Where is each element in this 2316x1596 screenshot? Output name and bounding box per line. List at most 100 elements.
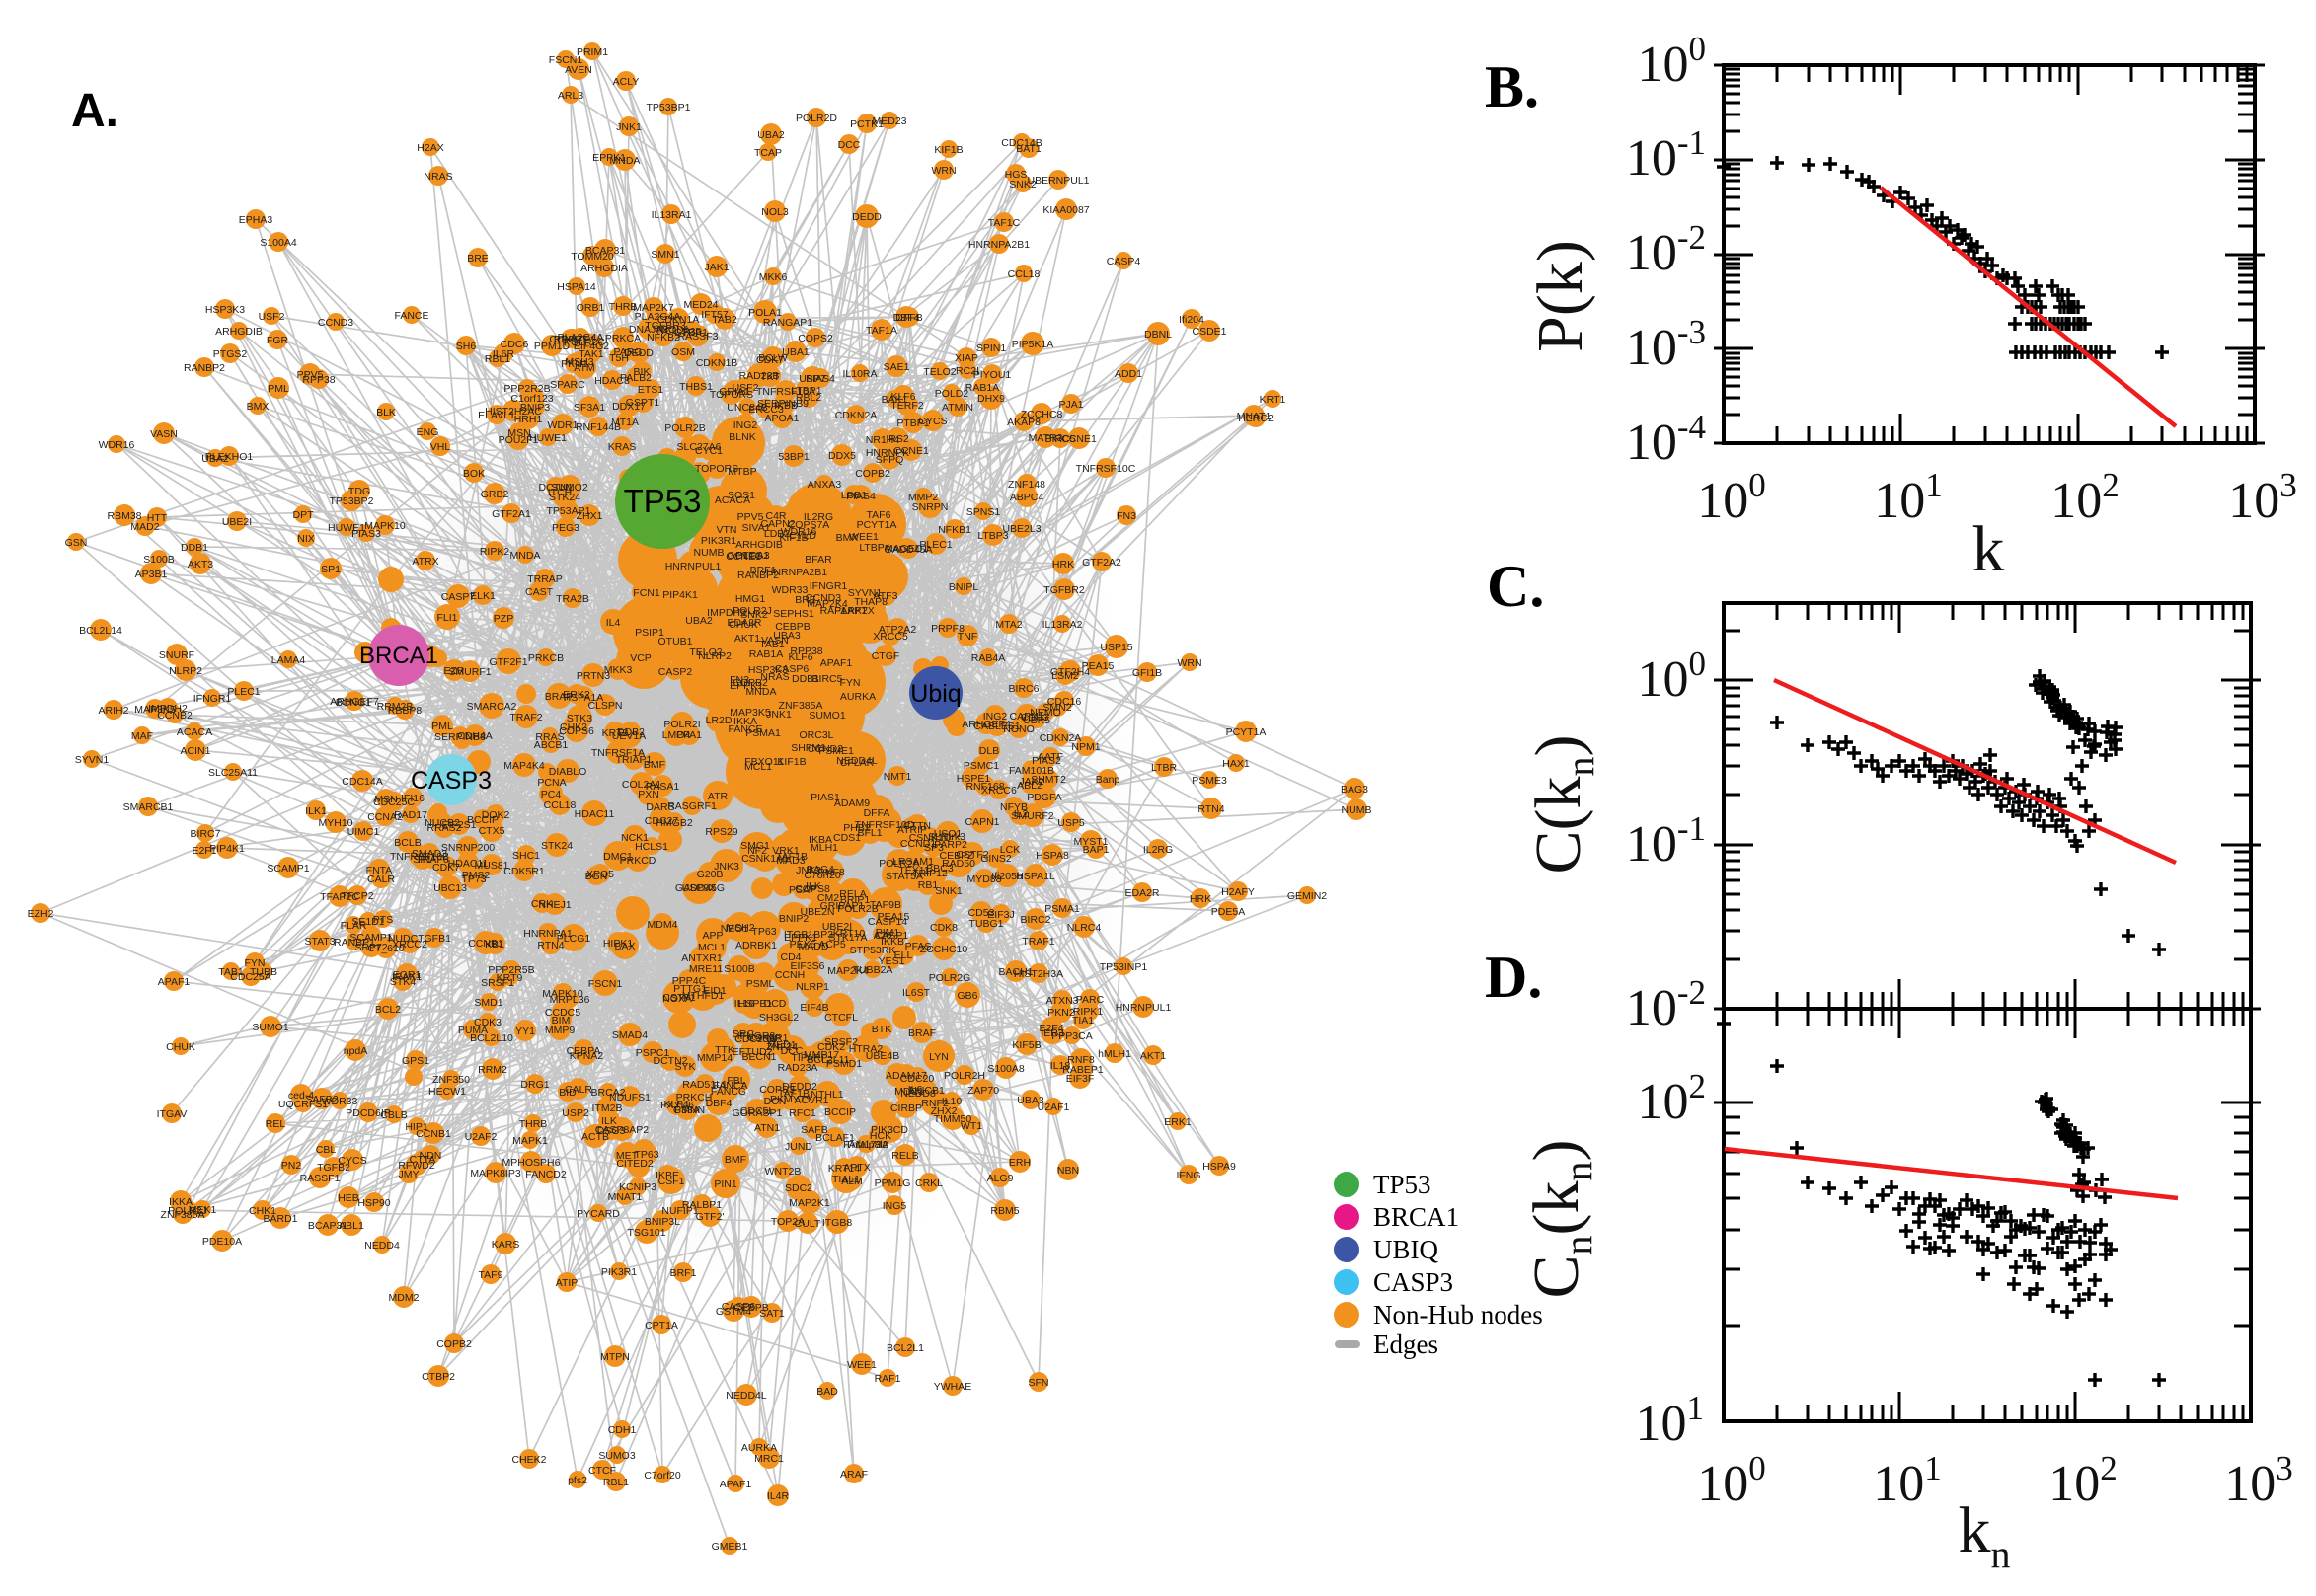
svg-text:GSN: GSN — [65, 537, 88, 549]
svg-text:TAF1A: TAF1A — [866, 325, 897, 337]
svg-text:ORC3L: ORC3L — [799, 729, 833, 741]
svg-text:ERK2: ERK2 — [563, 689, 590, 701]
svg-text:TIMM50: TIMM50 — [934, 1113, 972, 1125]
svg-text:MAP3K5: MAP3K5 — [134, 704, 176, 716]
svg-text:pfs2: pfs2 — [568, 1475, 587, 1486]
svg-text:CDK2: CDK2 — [817, 1041, 845, 1053]
svg-text:TRAF2: TRAF2 — [509, 712, 542, 723]
svg-text:HSPA9: HSPA9 — [1202, 1161, 1236, 1173]
svg-text:TTK: TTK — [715, 1044, 734, 1056]
svg-text:MTPN: MTPN — [600, 1351, 630, 1363]
svg-text:ACVR1: ACVR1 — [794, 1095, 828, 1106]
svg-text:CDKN1A: CDKN1A — [657, 314, 700, 326]
svg-text:PRKCH: PRKCH — [676, 1092, 713, 1103]
svg-text:NLRP2: NLRP2 — [698, 650, 732, 662]
svg-text:KRT1: KRT1 — [1260, 394, 1286, 406]
svg-text:CSNK1A1: CSNK1A1 — [741, 853, 789, 865]
svg-text:COPB2: COPB2 — [733, 677, 768, 689]
svg-text:ACACA: ACACA — [177, 726, 212, 738]
svg-text:SEPHS1: SEPHS1 — [773, 608, 814, 620]
svg-text:CASP4: CASP4 — [1107, 256, 1141, 267]
svg-text:OTUB1: OTUB1 — [657, 636, 692, 647]
svg-text:IL10: IL10 — [942, 1096, 963, 1107]
svg-text:PPP3CA: PPP3CA — [1051, 1030, 1092, 1042]
svg-text:EDA2R: EDA2R — [727, 617, 761, 629]
svg-text:PIAS1: PIAS1 — [811, 792, 840, 803]
svg-text:POLA1: POLA1 — [748, 307, 782, 319]
svg-text:VHL: VHL — [430, 441, 451, 453]
svg-text:TSG101: TSG101 — [627, 1227, 665, 1239]
svg-text:PIAS4: PIAS4 — [846, 491, 876, 502]
svg-text:TP53INP1: TP53INP1 — [1100, 961, 1148, 973]
svg-text:CDKN1B: CDKN1B — [696, 357, 738, 369]
svg-text:BOK: BOK — [463, 468, 485, 480]
svg-text:NEDD4L: NEDD4L — [726, 1390, 767, 1402]
svg-text:PRIM1: PRIM1 — [577, 46, 608, 58]
svg-text:RB1: RB1 — [918, 879, 939, 891]
svg-text:PRTN3: PRTN3 — [577, 670, 610, 682]
svg-text:MAP2K7: MAP2K7 — [633, 302, 674, 314]
svg-text:KRT10: KRT10 — [833, 928, 866, 940]
svg-text:DLB: DLB — [979, 745, 999, 757]
svg-text:RC2I: RC2I — [956, 365, 979, 377]
svg-text:AP3B1: AP3B1 — [135, 569, 168, 580]
svg-text:C.: C. — [1487, 554, 1544, 619]
svg-text:FBXO11: FBXO11 — [744, 756, 784, 768]
svg-text:KRT2: KRT2 — [602, 727, 629, 739]
svg-text:NPM1: NPM1 — [1071, 741, 1100, 753]
svg-text:LTBP1: LTBP1 — [791, 385, 821, 397]
svg-text:PTGS2: PTGS2 — [213, 348, 248, 360]
svg-text:CAST: CAST — [525, 586, 554, 598]
svg-text:THRB: THRB — [519, 1118, 548, 1130]
svg-text:PC4: PC4 — [541, 789, 562, 800]
svg-text:BMX: BMX — [836, 532, 859, 544]
svg-text:IL13RA1: IL13RA1 — [652, 209, 692, 221]
svg-text:CASP3: CASP3 — [411, 767, 492, 795]
svg-text:CDK8: CDK8 — [930, 922, 958, 934]
svg-text:WEE1: WEE1 — [849, 531, 879, 543]
svg-text:NRAS: NRAS — [424, 171, 452, 183]
svg-text:RBM5: RBM5 — [990, 1205, 1019, 1217]
svg-text:ITCH: ITCH — [548, 487, 573, 498]
svg-text:KIF5B: KIF5B — [1012, 1039, 1041, 1051]
svg-text:XRCC6: XRCC6 — [981, 785, 1017, 797]
svg-text:BCLW: BCLW — [758, 352, 788, 364]
svg-text:KLF6: KLF6 — [890, 391, 915, 403]
svg-text:HMG1: HMG1 — [735, 593, 765, 605]
svg-text:YY1: YY1 — [515, 1026, 535, 1037]
svg-text:FN3: FN3 — [730, 674, 749, 686]
svg-text:PRKCB: PRKCB — [528, 652, 564, 664]
svg-text:CTTA: CTTA — [410, 1154, 436, 1166]
svg-text:PCNA: PCNA — [537, 777, 566, 789]
svg-text:TAB2: TAB2 — [712, 314, 737, 326]
svg-text:CDC27: CDC27 — [645, 815, 679, 827]
svg-text:NLRP1: NLRP1 — [796, 981, 829, 993]
svg-text:PPP2R2B: PPP2R2B — [503, 383, 550, 395]
svg-text:USP15: USP15 — [1100, 642, 1132, 653]
svg-text:CFLAR: CFLAR — [840, 757, 875, 769]
svg-text:BAX: BAX — [614, 941, 635, 952]
svg-text:CASP14: CASP14 — [868, 916, 907, 928]
svg-text:CDC20: CDC20 — [900, 1073, 935, 1085]
svg-text:RANBP2: RANBP2 — [184, 362, 225, 374]
svg-text:SAE1: SAE1 — [884, 361, 910, 373]
svg-text:IKBE: IKBE — [656, 1170, 679, 1181]
svg-text:DDX5: DDX5 — [828, 450, 856, 462]
svg-text:PSMC1: PSMC1 — [964, 760, 999, 772]
svg-text:AKT3: AKT3 — [188, 559, 213, 570]
svg-text:MKK3: MKK3 — [604, 664, 633, 676]
svg-text:NFYB: NFYB — [1000, 801, 1028, 813]
svg-text:PIK3R1: PIK3R1 — [601, 1266, 637, 1278]
svg-text:ABCB1: ABCB1 — [534, 739, 569, 751]
svg-text:CASP3: CASP3 — [1373, 1267, 1453, 1297]
svg-text:PKN2: PKN2 — [1047, 1007, 1075, 1019]
svg-text:GSPT1: GSPT1 — [626, 397, 660, 409]
svg-text:RAD23B: RAD23B — [739, 370, 780, 382]
svg-text:MAPK10: MAPK10 — [542, 988, 583, 1000]
svg-text:BRAP: BRAP — [545, 691, 574, 703]
svg-text:GRIPAP1: GRIPAP1 — [820, 900, 865, 912]
svg-text:TRAF1: TRAF1 — [1022, 936, 1054, 948]
svg-text:ITGB8: ITGB8 — [822, 1217, 853, 1229]
svg-text:PSIP1: PSIP1 — [635, 627, 664, 639]
svg-text:MKK6: MKK6 — [759, 271, 788, 283]
